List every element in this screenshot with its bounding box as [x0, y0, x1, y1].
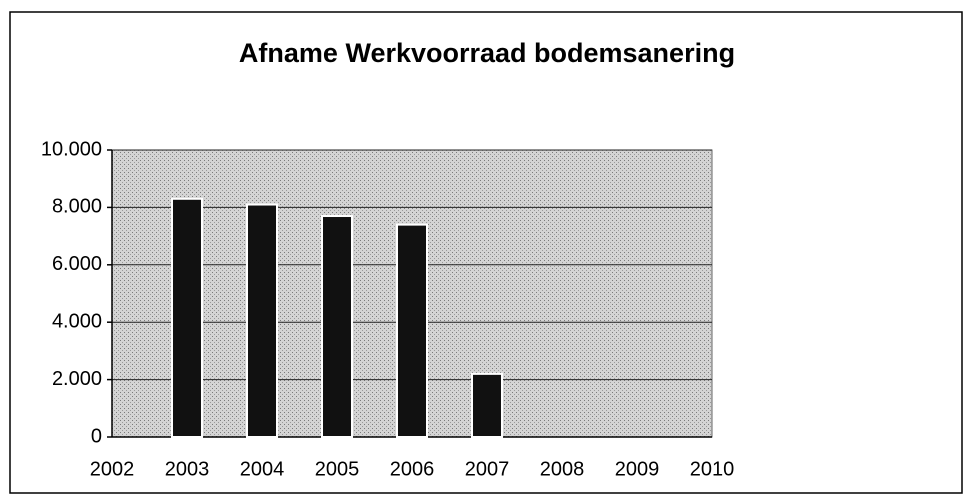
x-tick-label: 2003: [165, 458, 210, 480]
x-tick-label: 2005: [315, 458, 360, 480]
x-tick-label: 2004: [240, 458, 285, 480]
bar: [396, 223, 428, 438]
y-tick-label: 2.000: [52, 368, 102, 390]
chart-title: Afname Werkvoorraad bodemsanering: [239, 38, 735, 68]
bar: [246, 203, 278, 438]
bar: [471, 372, 503, 438]
y-tick-label: 4.000: [52, 310, 102, 332]
bar: [171, 197, 203, 438]
y-tick-label: 10.000: [41, 138, 102, 160]
x-tick-label: 2002: [90, 458, 135, 480]
x-tick-label: 2009: [615, 458, 660, 480]
x-tick-label: 2010: [690, 458, 735, 480]
bar: [321, 215, 353, 438]
y-tick-label: 0: [91, 425, 102, 447]
x-tick-label: 2008: [540, 458, 585, 480]
y-tick-label: 6.000: [52, 253, 102, 275]
x-tick-label: 2007: [465, 458, 510, 480]
y-tick-label: 8.000: [52, 196, 102, 218]
x-tick-label: 2006: [390, 458, 435, 480]
